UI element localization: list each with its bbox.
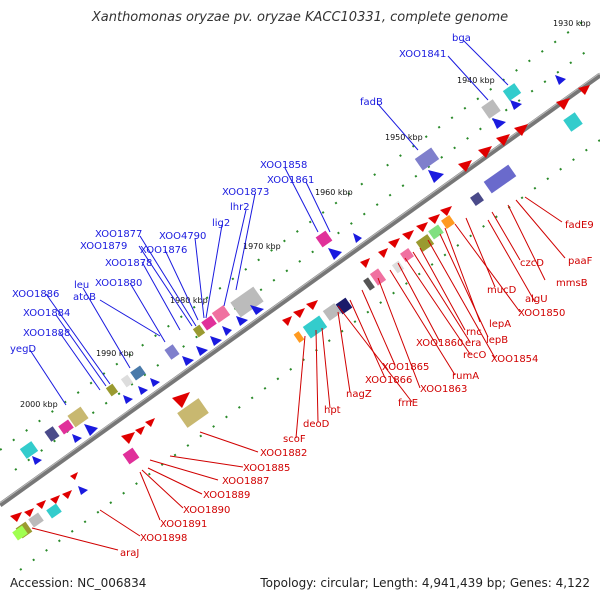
- label-XOO1866: XOO1866: [365, 375, 412, 386]
- label-algU: algU: [525, 294, 548, 305]
- reverse-genes: [12, 112, 583, 541]
- label-XOO1863: XOO1863: [420, 384, 467, 395]
- kbp-1940: 1940 kbp: [457, 76, 495, 85]
- label-XOO1854: XOO1854: [491, 354, 538, 365]
- label-fadE9: fadE9: [565, 220, 594, 231]
- label-XOO1861: XOO1861: [267, 175, 314, 186]
- label-fadB: fadB: [360, 97, 383, 108]
- label-rnc: rnc: [466, 327, 482, 338]
- label-XOO1887: XOO1887: [222, 476, 269, 487]
- label-yegD: yegD: [10, 344, 36, 355]
- label-lepB: lepB: [486, 335, 508, 346]
- label-XOO1898: XOO1898: [140, 533, 187, 544]
- label-XOO1885: XOO1885: [243, 463, 290, 474]
- label-XOO1877: XOO1877: [95, 229, 142, 240]
- label-czcD: czcD: [520, 258, 544, 269]
- label-araJ: araJ: [120, 548, 139, 559]
- label-nagZ: nagZ: [346, 389, 372, 400]
- label-XOO1884: XOO1884: [23, 308, 70, 319]
- label-bga: bga: [452, 33, 471, 44]
- label-XOO1873: XOO1873: [222, 187, 269, 198]
- label-XOO1888: XOO1888: [23, 328, 70, 339]
- label-XOO1890: XOO1890: [183, 505, 230, 516]
- label-XOO1841: XOO1841: [399, 49, 446, 60]
- reverse-gene-labels: fadE9 paaF mmsB czcD algU mucD XOO1850 l…: [120, 220, 594, 559]
- kbp-1960: 1960 kbp: [315, 188, 353, 197]
- genome-axis: [0, 72, 600, 508]
- label-XOO1882: XOO1882: [260, 448, 307, 459]
- label-mucD: mucD: [487, 285, 517, 296]
- label-deoD: deoD: [303, 419, 330, 430]
- label-era: era: [465, 338, 481, 349]
- label-lig2: lig2: [212, 218, 230, 229]
- blue-leaders: [29, 39, 509, 406]
- label-XOO4790: XOO4790: [159, 231, 206, 242]
- map-title: Xanthomonas oryzae pv. oryzae KACC10331,…: [91, 10, 509, 25]
- label-XOO1891: XOO1891: [160, 519, 207, 530]
- label-XOO1878: XOO1878: [105, 258, 152, 269]
- label-rumA: rumA: [452, 371, 479, 382]
- label-lhr2: lhr2: [230, 202, 250, 213]
- label-XOO1876: XOO1876: [140, 245, 187, 256]
- label-XOO1865: XOO1865: [382, 362, 429, 373]
- red-leaders: [31, 196, 566, 551]
- label-scoF: scoF: [283, 434, 306, 445]
- label-frnE: frnE: [398, 398, 418, 409]
- forward-arrows: [32, 75, 566, 495]
- label-XOO1860: XOO1860: [416, 338, 463, 349]
- label-XOO1850: XOO1850: [518, 308, 565, 319]
- reverse-arrows: [10, 85, 590, 522]
- kbp-2000: 2000 kbp: [20, 400, 58, 409]
- label-paaF: paaF: [568, 256, 593, 267]
- label-XOO1886: XOO1886: [12, 289, 59, 300]
- label-atoB: atoB: [73, 292, 96, 303]
- kbp-1930: 1930 kbp: [553, 19, 591, 28]
- label-XOO1880: XOO1880: [95, 278, 142, 289]
- genome-summary-text: Topology: circular; Length: 4,941,439 bp…: [260, 576, 590, 590]
- label-XOO1879: XOO1879: [80, 241, 127, 252]
- label-XOO1889: XOO1889: [203, 490, 250, 501]
- label-leu: leu: [74, 280, 89, 291]
- label-mmsB: mmsB: [556, 278, 588, 289]
- kbp-scale: 1930 kbp 1940 kbp 1950 kbp 1960 kbp 1970…: [20, 19, 591, 409]
- label-XOO1858: XOO1858: [260, 160, 307, 171]
- forward-gene-labels: XOO1841 bga fadB XOO1858 XOO1861 XOO1873…: [10, 33, 471, 355]
- kbp-1990: 1990 kbp: [96, 349, 134, 358]
- kbp-1950: 1950 kbp: [385, 133, 423, 142]
- label-recO: recO: [463, 350, 487, 361]
- kbp-1970: 1970 kbp: [243, 242, 281, 251]
- forward-genes: [19, 83, 522, 459]
- label-hpt: hpt: [324, 405, 341, 416]
- label-lepA: lepA: [489, 319, 511, 330]
- accession-text: Accession: NC_006834: [10, 576, 147, 590]
